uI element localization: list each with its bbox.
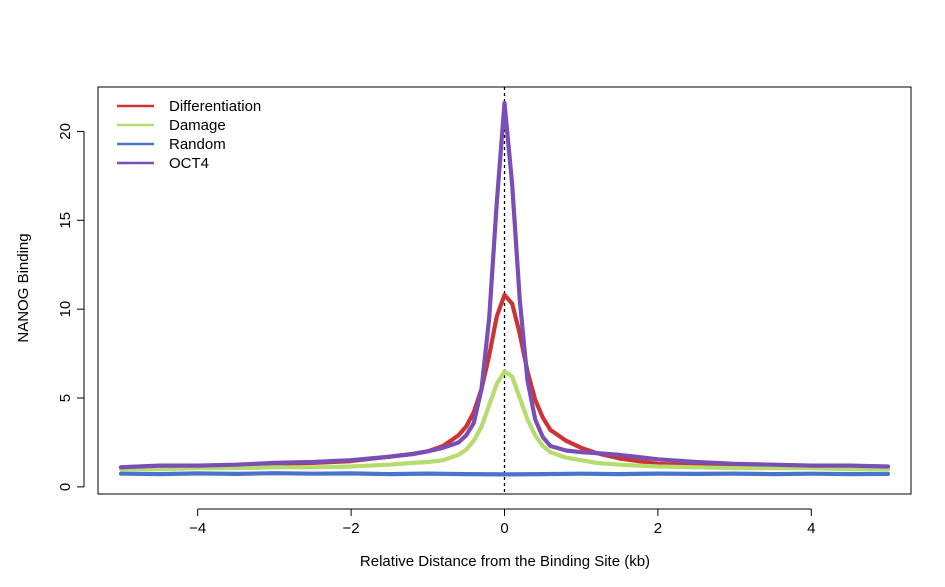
legend-label-oct4: OCT4 [169,155,209,172]
x-tick-label: 4 [807,520,815,537]
series-line-oct4 [118,100,891,470]
x-tick-label: −4 [189,520,206,537]
plot-frame [97,86,912,495]
x-axis-label: Relative Distance from the Binding Site … [360,553,650,570]
legend-label-differentiation: Differentiation [169,98,261,115]
y-axis-label: NANOG Binding [15,233,32,342]
series-line-random [118,471,891,477]
legend-label-random: Random [169,136,226,153]
legend: Differentiation Damage Random OCT4 [117,98,261,172]
y-tick-label: 0 [57,483,74,491]
plot-area [118,87,891,494]
y-tick-label: 5 [57,394,74,402]
legend-label-damage: Damage [169,117,226,134]
y-tick-label: 20 [57,123,74,140]
series-line-damage [118,369,891,472]
y-tick-label: 15 [57,212,74,229]
y-tick-label: 10 [57,301,74,318]
x-tick-label: 0 [500,520,508,537]
axes: −4 −2 0 2 4 0 5 10 15 20 [57,86,912,537]
x-tick-label: 2 [654,520,662,537]
x-tick-label: −2 [343,520,360,537]
